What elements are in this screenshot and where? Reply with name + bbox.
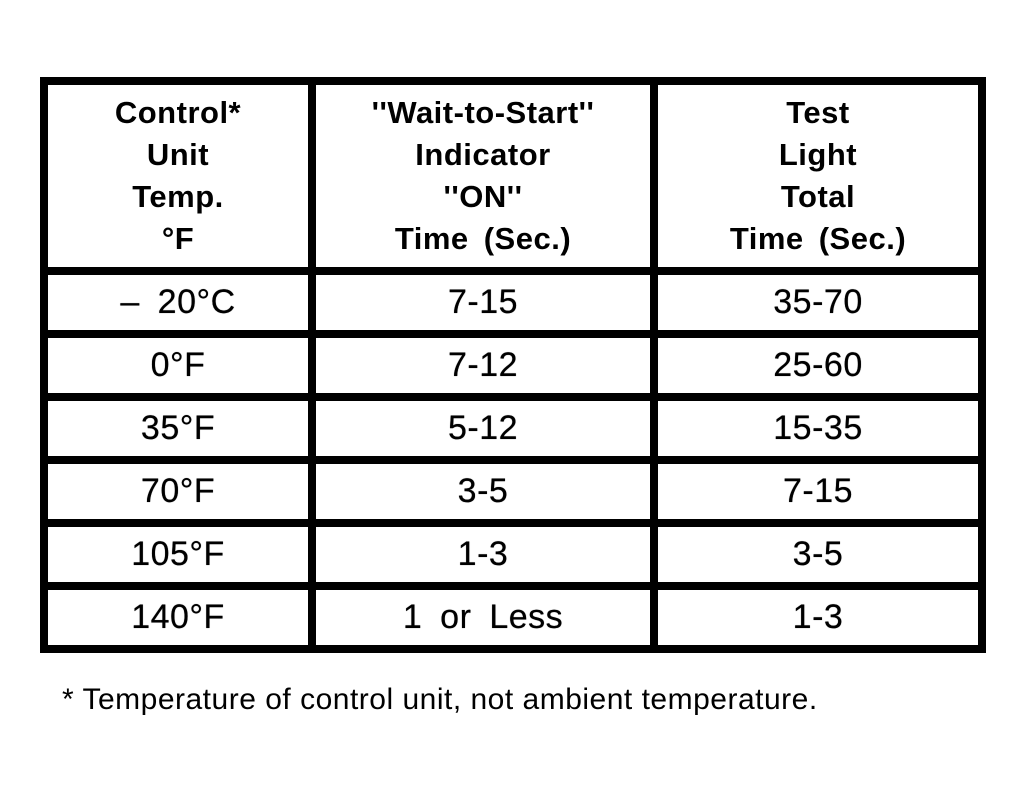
spec-table-body: – 20°C 7-15 35-70 0°F 7-12 25-60 35°F 5-…	[40, 267, 986, 653]
cell-test-light-total-time: 3-5	[650, 519, 986, 590]
header-line: Time (Sec.)	[394, 221, 572, 256]
header-line: ''ON''	[443, 179, 523, 214]
header-cell-control-unit-temp: Control* Unit Temp. °F	[40, 77, 316, 275]
spec-table: Control* Unit Temp. °F ''Wait-to-Start''…	[40, 77, 986, 653]
table-row: 140°F 1 or Less 1-3	[40, 582, 986, 653]
cell-wait-on-time: 7-15	[308, 267, 658, 338]
header-line: ''Wait-to-Start''	[371, 95, 595, 130]
cell-control-unit-temp: 105°F	[40, 519, 316, 590]
header-line: Indicator	[415, 137, 551, 172]
cell-control-unit-temp: – 20°C	[40, 267, 316, 338]
footnote: * Temperature of control unit, not ambie…	[62, 683, 818, 716]
header-line: Temp.	[132, 179, 224, 214]
cell-test-light-total-time: 7-15	[650, 456, 986, 527]
cell-test-light-total-time: 1-3	[650, 582, 986, 653]
header-line: Light	[778, 137, 858, 172]
table-row: 35°F 5-12 15-35	[40, 393, 986, 464]
cell-test-light-total-time: 25-60	[650, 330, 986, 401]
header-cell-test-light-total-time: Test Light Total Time (Sec.)	[650, 77, 986, 275]
header-line: °F	[161, 221, 195, 256]
cell-wait-on-time: 1-3	[308, 519, 658, 590]
cell-test-light-total-time: 35-70	[650, 267, 986, 338]
cell-control-unit-temp: 0°F	[40, 330, 316, 401]
header-line: Time (Sec.)	[729, 221, 907, 256]
cell-test-light-total-time: 15-35	[650, 393, 986, 464]
spec-table-header: Control* Unit Temp. °F ''Wait-to-Start''…	[40, 77, 986, 275]
header-cell-wait-indicator-on-time: ''Wait-to-Start'' Indicator ''ON'' Time …	[308, 77, 658, 275]
cell-control-unit-temp: 35°F	[40, 393, 316, 464]
header-line: Total	[780, 179, 856, 214]
header-line: Control*	[114, 95, 242, 130]
table-row: 70°F 3-5 7-15	[40, 456, 986, 527]
table-row: – 20°C 7-15 35-70	[40, 267, 986, 338]
table-row: 105°F 1-3 3-5	[40, 519, 986, 590]
header-line: Test	[786, 95, 850, 130]
cell-wait-on-time: 7-12	[308, 330, 658, 401]
cell-control-unit-temp: 140°F	[40, 582, 316, 653]
header-row: Control* Unit Temp. °F ''Wait-to-Start''…	[40, 77, 986, 275]
cell-wait-on-time: 3-5	[308, 456, 658, 527]
table-row: 0°F 7-12 25-60	[40, 330, 986, 401]
cell-wait-on-time: 1 or Less	[308, 582, 658, 653]
cell-wait-on-time: 5-12	[308, 393, 658, 464]
cell-control-unit-temp: 70°F	[40, 456, 316, 527]
header-line: Unit	[146, 137, 210, 172]
